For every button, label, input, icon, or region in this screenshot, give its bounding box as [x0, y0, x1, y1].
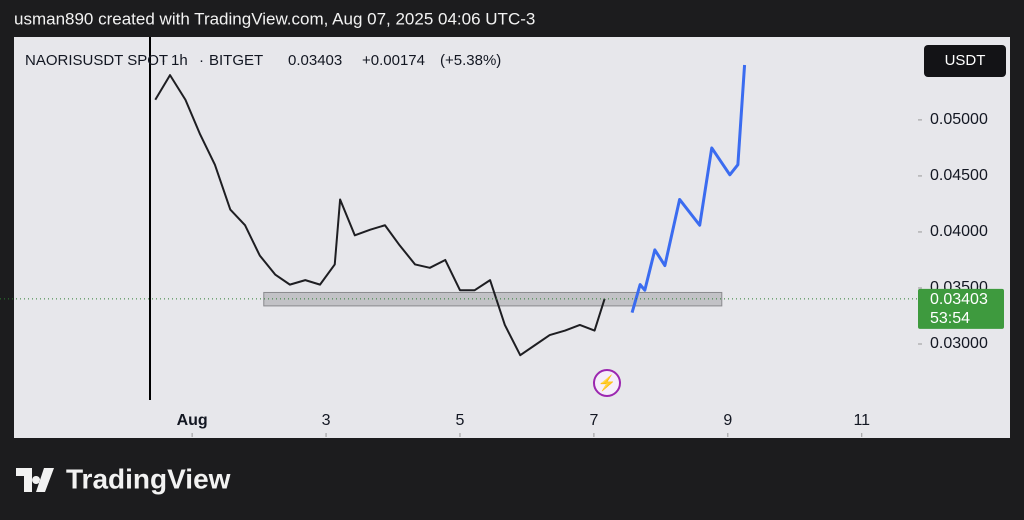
- x-tick-label: 11: [853, 412, 870, 429]
- sep: ·: [199, 52, 204, 69]
- event-icon[interactable]: [593, 369, 621, 397]
- symbol: NAORISUSDT SPOT: [25, 52, 168, 69]
- x-tick-label: 3: [322, 412, 331, 429]
- price-badge-label: 0.03403: [930, 291, 988, 308]
- x-tick-label: 7: [589, 412, 598, 429]
- footer: TradingView: [66, 463, 231, 494]
- x-tick-label: Aug: [177, 412, 208, 429]
- event-glyph[interactable]: ⚡: [598, 374, 617, 392]
- change: +0.00174: [362, 52, 425, 69]
- countdown: 53:54: [930, 310, 970, 327]
- y-tick-label: 0.03000: [930, 335, 988, 352]
- y-tick-label: 0.05000: [930, 111, 988, 128]
- x-tick-label: 9: [723, 412, 732, 429]
- last-price: 0.03403: [288, 52, 342, 69]
- header: usman890 created with TradingView.com, A…: [14, 9, 535, 28]
- y-tick-label: 0.04500: [930, 167, 988, 184]
- exchange: BITGET: [209, 52, 263, 69]
- price-line: [630, 64, 747, 314]
- price-badge: [918, 288, 1004, 329]
- logo-icon: [16, 468, 54, 492]
- price-line: [154, 74, 606, 357]
- sep: ·: [161, 52, 166, 69]
- y-tick-label: 0.04000: [930, 223, 988, 240]
- currency[interactable]: USDT: [945, 52, 986, 69]
- x-tick-label: 5: [456, 412, 465, 429]
- change-pct: (+5.38%): [440, 52, 501, 69]
- legend: NAORISUSDT SPOT · 1h · BITGET 0.03403 +0…: [25, 52, 501, 69]
- interval: 1h: [171, 52, 188, 69]
- chart-area: [14, 37, 1010, 438]
- currency-button[interactable]: [924, 45, 1006, 77]
- logo: TradingView: [16, 463, 231, 494]
